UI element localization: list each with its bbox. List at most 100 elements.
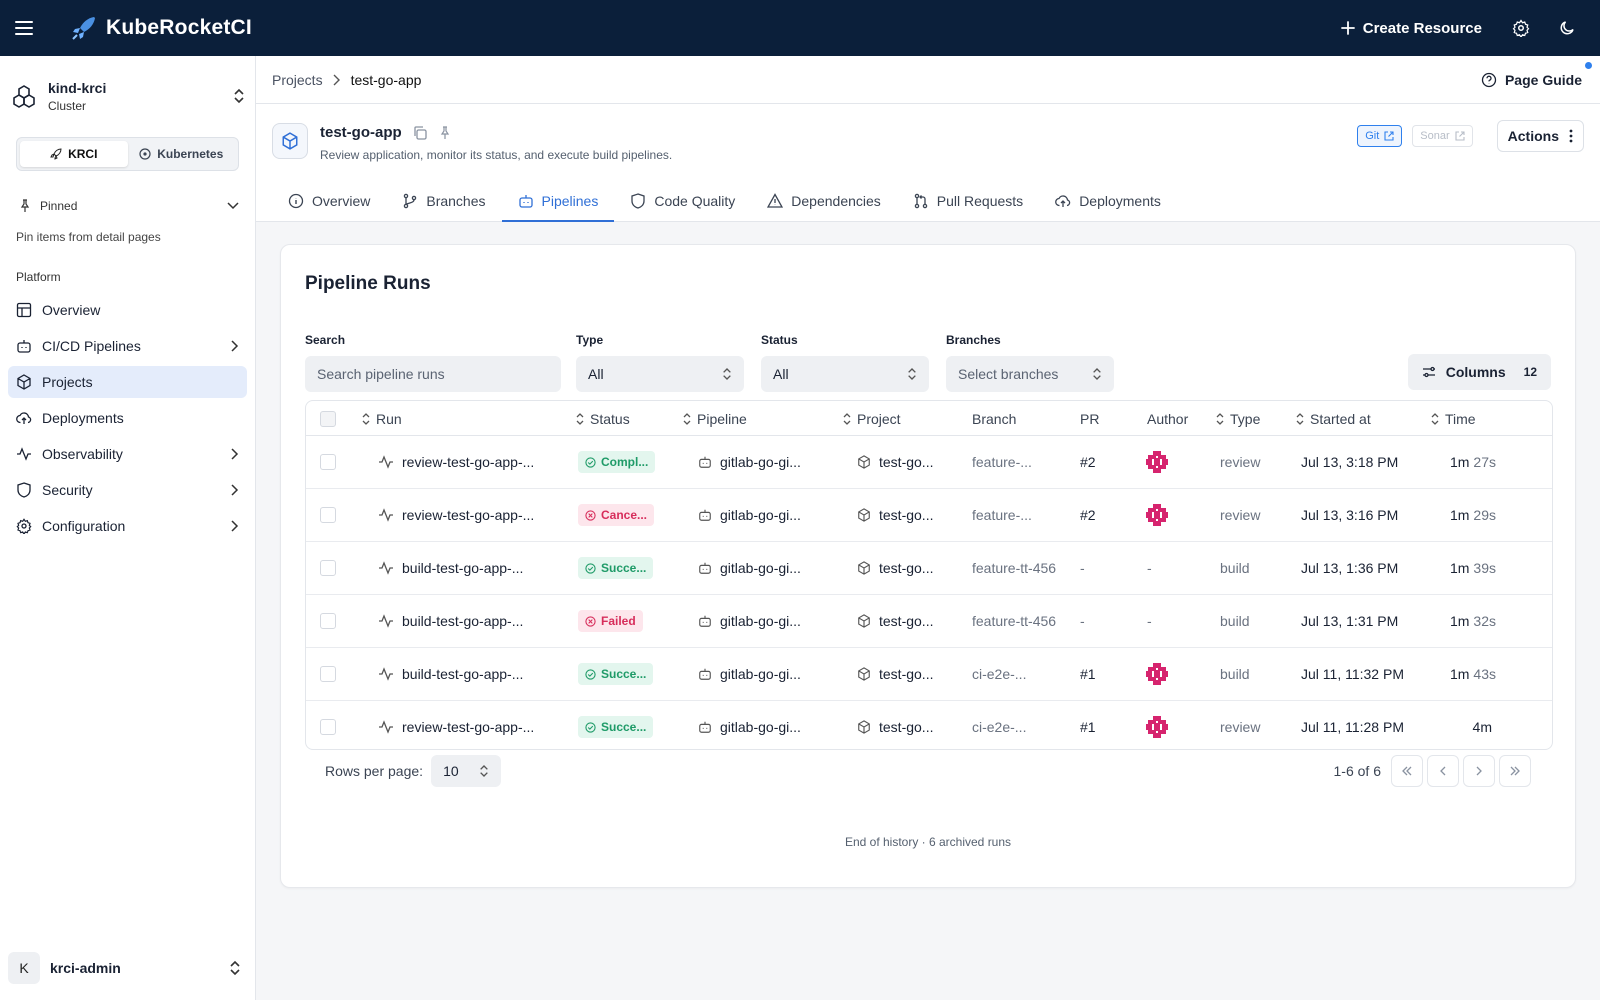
pr-cell[interactable]: #2: [1080, 507, 1096, 523]
row-checkbox[interactable]: [320, 489, 336, 541]
pipeline-cell[interactable]: gitlab-go-gi...: [698, 542, 801, 594]
sidebar-item-configuration[interactable]: Configuration: [8, 510, 247, 542]
project-cell[interactable]: test-go...: [857, 436, 933, 488]
copy-icon[interactable]: [412, 125, 428, 141]
sonar-link[interactable]: Sonar: [1412, 125, 1473, 147]
moon-icon[interactable]: [1546, 7, 1588, 49]
sidebar-item-deployments[interactable]: Deployments: [8, 402, 247, 434]
gear-icon[interactable]: [1500, 7, 1542, 49]
status-select[interactable]: All: [761, 356, 929, 392]
pr-cell[interactable]: #1: [1080, 719, 1096, 735]
tab-branches[interactable]: Branches: [386, 182, 501, 222]
create-resource-button[interactable]: Create Resource: [1327, 10, 1496, 46]
table-row[interactable]: review-test-go-app-... Succe... gitlab-go-…: [306, 701, 1552, 749]
table-row[interactable]: review-test-go-app-... Cance... gitlab-go-…: [306, 489, 1552, 542]
project-cell[interactable]: test-go...: [857, 701, 933, 749]
kubernetes-icon: [139, 148, 151, 160]
row-checkbox[interactable]: [320, 542, 336, 594]
column-time[interactable]: Time: [1431, 401, 1476, 436]
tab-dependencies[interactable]: Dependencies: [751, 182, 897, 222]
next-page-button[interactable]: [1463, 755, 1495, 787]
breadcrumb-projects[interactable]: Projects: [272, 71, 323, 88]
sidebar-item-projects[interactable]: Projects: [8, 366, 247, 398]
tab-pull-requests[interactable]: Pull Requests: [897, 182, 1039, 222]
row-checkbox[interactable]: [320, 701, 336, 749]
pr-cell[interactable]: #2: [1080, 454, 1096, 470]
branches-select[interactable]: Select branches: [946, 356, 1114, 392]
started-cell: Jul 13, 1:36 PM: [1301, 560, 1399, 576]
run-cell[interactable]: review-test-go-app-...: [378, 436, 534, 488]
pipeline-cell[interactable]: gitlab-go-gi...: [698, 701, 801, 749]
sidebar-item-security[interactable]: Security: [8, 474, 247, 506]
branches-placeholder: Select branches: [958, 366, 1059, 382]
pipeline-cell[interactable]: gitlab-go-gi...: [698, 648, 801, 700]
column-pipeline[interactable]: Pipeline: [683, 401, 747, 436]
pin-icon[interactable]: [438, 125, 452, 140]
sidebar-item-cicd-pipelines[interactable]: CI/CD Pipelines: [8, 330, 247, 362]
project-cell[interactable]: test-go...: [857, 542, 933, 594]
row-checkbox[interactable]: [320, 648, 336, 700]
table-row[interactable]: build-test-go-app-... Succe... gitlab-go-g…: [306, 648, 1552, 701]
branch-cell: ci-e2e-...: [972, 719, 1027, 735]
tab-deployments[interactable]: Deployments: [1039, 182, 1177, 222]
status-badge: Failed: [578, 610, 643, 632]
columns-label: Columns: [1445, 364, 1506, 380]
pipeline-cell[interactable]: gitlab-go-gi...: [698, 489, 801, 541]
menu-icon[interactable]: [0, 0, 48, 56]
table-row[interactable]: review-test-go-app-... Compl... gitlab-go-…: [306, 436, 1552, 489]
tab-pipelines[interactable]: Pipelines: [501, 182, 615, 222]
actions-button[interactable]: Actions: [1496, 120, 1584, 152]
type-select[interactable]: All: [576, 356, 744, 392]
table-row[interactable]: build-test-go-app-... Failed gitlab-go-gi.…: [306, 595, 1552, 648]
kubernetes-segment[interactable]: Kubernetes: [128, 141, 236, 167]
box-icon: [272, 123, 308, 159]
row-checkbox[interactable]: [320, 436, 336, 488]
project-cell[interactable]: test-go...: [857, 489, 933, 541]
table-row[interactable]: build-test-go-app-... Succe... gitlab-go-g…: [306, 542, 1552, 595]
run-cell[interactable]: review-test-go-app-...: [378, 701, 534, 749]
user-avatar-icon: [1146, 663, 1168, 685]
sidebar-item-observability[interactable]: Observability: [8, 438, 247, 470]
column-started-at[interactable]: Started at: [1296, 401, 1371, 436]
brand-logo[interactable]: KubeRocketCI: [70, 14, 252, 42]
rows-per-page-select[interactable]: 10: [431, 755, 502, 787]
pipeline-cell[interactable]: gitlab-go-gi...: [698, 595, 801, 647]
tab-code-quality[interactable]: Code Quality: [614, 182, 751, 222]
previous-page-button[interactable]: [1427, 755, 1459, 787]
run-cell[interactable]: build-test-go-app-...: [378, 542, 523, 594]
column-project[interactable]: Project: [843, 401, 901, 436]
column-status[interactable]: Status: [576, 401, 630, 436]
last-page-button[interactable]: [1499, 755, 1531, 787]
tab-overview[interactable]: Overview: [272, 182, 386, 222]
first-page-button[interactable]: [1391, 755, 1423, 787]
pipeline-cell[interactable]: gitlab-go-gi...: [698, 436, 801, 488]
cluster-switcher[interactable]: kind-krci Cluster: [0, 56, 255, 120]
run-cell[interactable]: build-test-go-app-...: [378, 648, 523, 700]
select-all-checkbox[interactable]: [320, 401, 336, 436]
sidebar-item-overview[interactable]: Overview: [8, 294, 247, 326]
git-link[interactable]: Git: [1357, 125, 1403, 147]
time-cell: 1m 39s: [1430, 542, 1496, 594]
run-cell[interactable]: build-test-go-app-...: [378, 595, 523, 647]
sidebar-item-label: Deployments: [42, 410, 124, 426]
status-text: Succe...: [601, 667, 647, 681]
search-input[interactable]: Search pipeline runs: [305, 356, 561, 392]
column-type[interactable]: Type: [1216, 401, 1260, 436]
columns-button[interactable]: Columns 12: [1407, 354, 1551, 390]
project-cell[interactable]: test-go...: [857, 648, 933, 700]
user-menu[interactable]: K krci-admin: [8, 952, 247, 984]
pinned-section-toggle[interactable]: Pinned: [18, 199, 239, 213]
time-seconds: 27s: [1473, 454, 1496, 470]
run-cell[interactable]: review-test-go-app-...: [378, 489, 534, 541]
krci-segment[interactable]: KRCI: [20, 141, 128, 167]
row-checkbox[interactable]: [320, 595, 336, 647]
activity-icon: [379, 561, 393, 575]
column-run[interactable]: Run: [362, 401, 402, 436]
pr-cell[interactable]: #1: [1080, 666, 1096, 682]
sort-icon: [683, 412, 691, 425]
project-cell[interactable]: test-go...: [857, 595, 933, 647]
author-avatar: [1145, 489, 1169, 541]
page-guide-button[interactable]: Page Guide: [1481, 61, 1592, 88]
chevron-up-down-icon: [480, 765, 488, 777]
notification-dot: [1585, 61, 1592, 69]
